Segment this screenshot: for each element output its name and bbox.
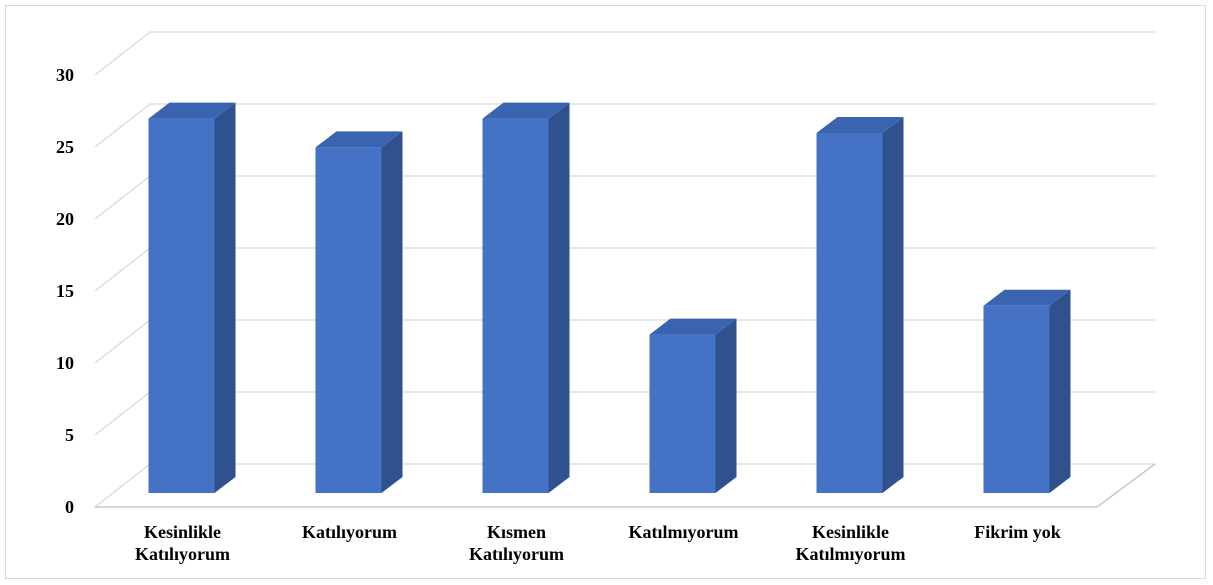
y-tick-label: 25 — [56, 137, 74, 157]
bar-side — [1049, 289, 1071, 493]
x-tick-label: Kesinlikle Katılmıyorum — [796, 522, 906, 564]
bar-side — [882, 117, 904, 493]
bar-front — [482, 118, 549, 493]
gridline — [94, 31, 1155, 76]
y-tick-label: 5 — [65, 425, 74, 445]
x-tick-label: Katılıyorum — [302, 522, 397, 542]
bar-front — [649, 334, 716, 493]
gridline — [94, 247, 1155, 292]
x-tick-label: Katılmıyorum — [629, 522, 739, 542]
bar-side — [381, 131, 403, 493]
bar — [816, 117, 904, 493]
x-tick-label: Fikrim yok — [974, 522, 1061, 542]
bar — [315, 131, 403, 493]
bar-top — [148, 102, 236, 119]
bar-side — [715, 318, 737, 493]
y-tick-label: 20 — [56, 209, 74, 229]
bar — [482, 102, 570, 493]
x-tick-label: Kısmen Katılıyorum — [469, 522, 564, 564]
gridline — [94, 175, 1155, 220]
bar-front — [148, 118, 215, 493]
y-tick-label: 30 — [56, 65, 74, 85]
y-tick-label: 15 — [56, 281, 74, 301]
bars — [148, 102, 1071, 493]
y-tick-label: 0 — [65, 497, 74, 517]
bar — [983, 289, 1071, 493]
bar — [649, 318, 737, 493]
bar-front — [983, 305, 1050, 493]
bar — [148, 102, 236, 493]
y-axis-ticks: 0 5 10 15 20 25 30 — [56, 65, 74, 517]
x-tick-label: Kesinlikle Katılıyorum — [135, 522, 230, 564]
bar-top — [816, 117, 904, 133]
x-axis-ticks: Kesinlikle Katılıyorum Katılıyorum Kısmen Ka… — [135, 522, 1061, 564]
bar-top — [983, 289, 1071, 306]
bar-top — [482, 102, 570, 119]
bar-front — [315, 147, 382, 493]
y-tick-label: 10 — [56, 353, 74, 373]
bar-side — [548, 102, 570, 493]
bar-top — [315, 131, 403, 148]
bar-front — [816, 133, 883, 493]
gridline — [94, 103, 1155, 148]
floor-edge — [95, 463, 1156, 508]
bar-side — [214, 102, 236, 493]
bar-top — [649, 318, 737, 335]
